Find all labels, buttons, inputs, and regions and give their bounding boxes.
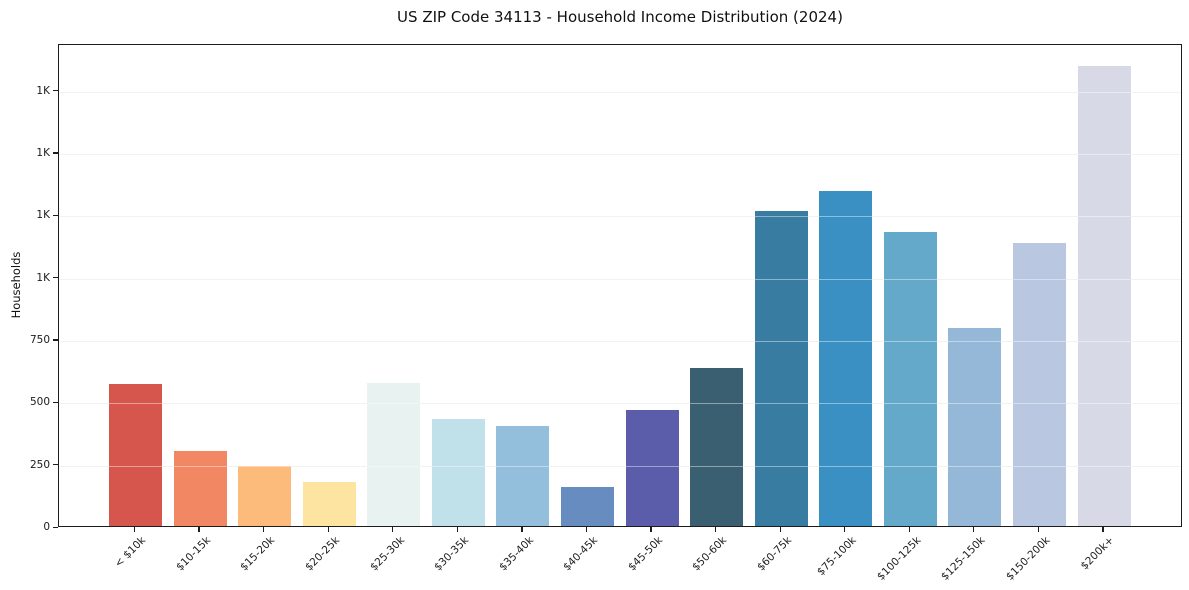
x-tick-mark	[844, 527, 846, 532]
x-tick-mark	[198, 527, 200, 532]
gridline	[59, 216, 1181, 218]
y-axis-label: Households	[9, 251, 23, 319]
x-tick-mark	[585, 527, 588, 532]
bar-150-200k	[1012, 242, 1066, 526]
gridline	[59, 91, 1181, 93]
bar-45-50k	[625, 410, 679, 526]
bars-layer	[59, 45, 1181, 526]
chart-title: US ZIP Code 34113 - Household Income Dis…	[397, 8, 843, 26]
y-tick-label: 750	[29, 333, 50, 346]
y-tick-mark	[53, 526, 58, 528]
y-tick-label: 250	[29, 458, 50, 471]
x-tick-mark	[715, 527, 717, 532]
x-tick-label: $200k+	[1078, 534, 1117, 573]
gridline	[59, 403, 1181, 405]
gridline-overlay	[59, 403, 1181, 405]
x-tick-label: $25-30k	[367, 534, 407, 574]
bar-40-45k	[560, 487, 614, 526]
gridline-overlay	[59, 465, 1181, 467]
gridline-overlay	[59, 278, 1181, 280]
x-tick-label: $15-20k	[238, 534, 278, 574]
bar-60-75k	[754, 210, 808, 526]
gridline-overlay	[59, 91, 1181, 93]
y-tick-label: 1K	[36, 146, 50, 159]
x-tick-mark	[779, 527, 781, 532]
y-tick-label: 0	[43, 521, 50, 533]
y-tick-mark	[53, 214, 58, 216]
y-tick-mark	[53, 152, 58, 154]
gridline	[59, 278, 1181, 280]
x-tick-mark	[650, 527, 652, 532]
x-tick-mark	[456, 527, 458, 532]
bar-30-35k	[431, 418, 485, 526]
bar-25-30k	[367, 382, 421, 526]
y-tick-mark	[53, 464, 58, 466]
bar-10-15k	[173, 451, 227, 526]
x-tick-label: $125-150k	[939, 534, 988, 583]
x-tick-mark	[392, 527, 394, 532]
x-tick-label: $100-125k	[874, 534, 924, 583]
x-tick-label: $150-200k	[1003, 534, 1053, 583]
y-tick-mark	[53, 401, 58, 403]
x-tick-label: $35-40k	[496, 534, 536, 574]
gridline	[59, 465, 1181, 467]
y-tick-mark	[53, 339, 58, 341]
x-tick-mark	[908, 527, 910, 532]
y-tick-mark	[53, 277, 58, 279]
x-tick-mark	[133, 527, 136, 532]
x-tick-mark	[1037, 527, 1040, 532]
bar-15-20k	[238, 466, 292, 526]
gridline	[59, 153, 1181, 155]
x-tick-label: $40-45k	[561, 534, 601, 574]
gridline	[59, 340, 1181, 342]
y-tick-label: 1K	[36, 209, 50, 222]
bar-50-60k	[690, 367, 744, 526]
x-tick-label: $10-15k	[173, 534, 213, 574]
bar-200k	[1077, 65, 1131, 526]
x-tick-label: $20-25k	[302, 534, 342, 574]
x-tick-mark	[521, 527, 523, 532]
bar-125-150k	[948, 327, 1002, 526]
bar-100-125k	[883, 231, 937, 526]
gridline-overlay	[59, 340, 1181, 342]
gridlines-over	[59, 45, 1181, 526]
y-tick-label: 1K	[36, 271, 50, 284]
plot-area	[58, 44, 1182, 527]
gridlines-under	[59, 45, 1181, 526]
x-tick-mark	[327, 527, 329, 532]
x-tick-label: < $10k	[112, 534, 149, 570]
x-tick-label: $50-60k	[690, 534, 730, 574]
bar-35-40k	[496, 426, 550, 526]
x-tick-label: $75-100k	[814, 534, 859, 579]
x-tick-mark	[973, 527, 975, 532]
y-tick-label: 500	[29, 396, 50, 409]
x-tick-label: $60-75k	[754, 534, 794, 574]
x-tick-mark	[1102, 527, 1104, 532]
bar-10k	[109, 383, 162, 526]
bar-20-25k	[302, 482, 356, 526]
bar-75-100k	[819, 190, 873, 526]
x-tick-label: $45-50k	[625, 534, 665, 574]
gridline-overlay	[59, 153, 1181, 155]
gridline-overlay	[59, 216, 1181, 218]
y-tick-label: 1K	[36, 84, 50, 97]
y-tick-mark	[53, 90, 58, 92]
x-tick-label: $30-35k	[432, 534, 472, 574]
x-tick-mark	[263, 527, 265, 532]
